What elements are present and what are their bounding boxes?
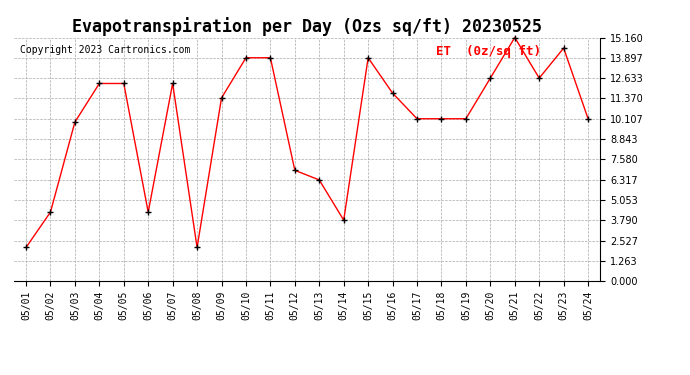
Text: ET  (0z/sq ft): ET (0z/sq ft)	[436, 45, 541, 58]
Title: Evapotranspiration per Day (Ozs sq/ft) 20230525: Evapotranspiration per Day (Ozs sq/ft) 2…	[72, 17, 542, 36]
Text: Copyright 2023 Cartronics.com: Copyright 2023 Cartronics.com	[19, 45, 190, 55]
